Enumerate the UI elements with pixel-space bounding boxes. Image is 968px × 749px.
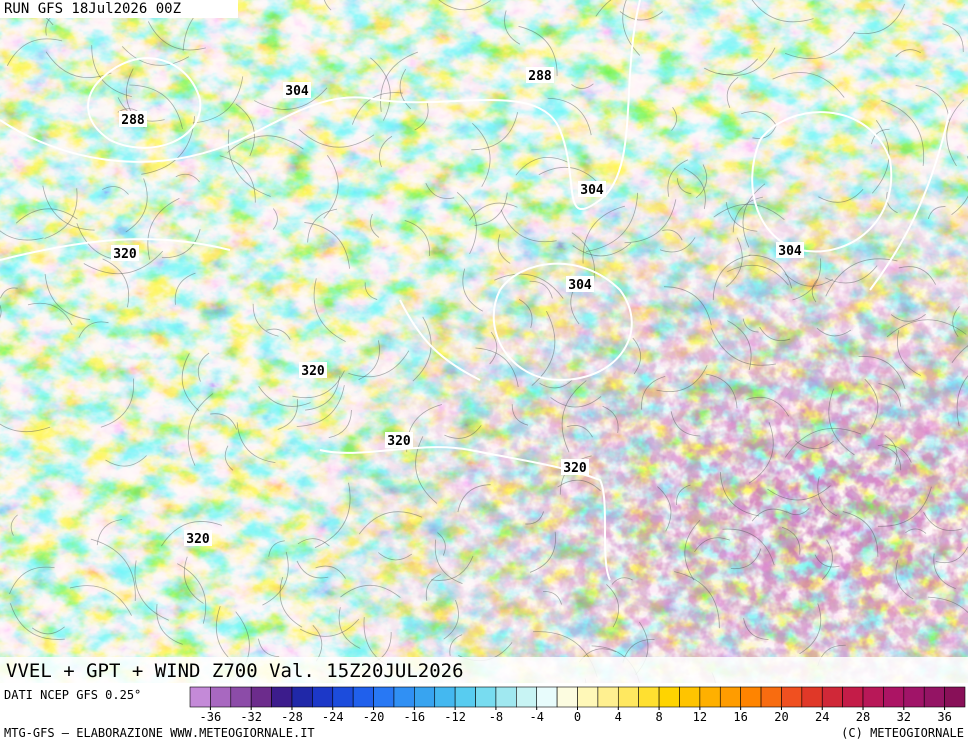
colorbar-swatch [414, 686, 436, 708]
colorbar-swatch [536, 686, 558, 708]
colorbar-swatch [944, 686, 966, 708]
height-contours [0, 0, 950, 580]
footer-left: MTG-GFS — ELABORAZIONE WWW.METEOGIORNALE… [4, 726, 315, 740]
map: 288 304 288 304 304 304 320 320 320 320 320 [0, 0, 968, 683]
colorbar-swatch [597, 686, 619, 708]
colorbar-swatch [883, 686, 905, 708]
contour-label-box [119, 111, 147, 127]
colorbar-swatch [332, 686, 354, 708]
colorbar-tick-label: -16 [403, 710, 425, 724]
colorbar-swatch [312, 686, 334, 708]
colorbar-swatch [719, 686, 741, 708]
colorbar-swatch [842, 686, 864, 708]
colorbar-swatch [679, 686, 701, 708]
colorbar-swatch [250, 686, 272, 708]
contour-label-box [561, 459, 589, 475]
colorbar-swatch [638, 686, 660, 708]
contour-label-box [566, 276, 594, 292]
colorbar-tick-label: 32 [897, 710, 911, 724]
run-box [0, 0, 238, 18]
colorbar-tick-label: 36 [937, 710, 951, 724]
colorbar-swatch [495, 686, 517, 708]
colorbar-tick-label: -8 [489, 710, 503, 724]
colorbar-tick-label: 28 [856, 710, 870, 724]
colorbar-swatch [760, 686, 782, 708]
contour-label: 304 [580, 183, 604, 198]
colorbar-tick-label: -12 [444, 710, 466, 724]
source: DATI NCEP GFS 0.25° [4, 688, 141, 702]
contour-label-box [578, 181, 606, 197]
contour-label: 304 [285, 84, 309, 99]
contour-label: 320 [387, 434, 411, 449]
colorbar-swatch [373, 686, 395, 708]
colorbar-tick-label: 4 [615, 710, 622, 724]
colorbar-tick-label: 20 [774, 710, 788, 724]
vvel-field-strong [0, 0, 968, 683]
colorbar-swatch [556, 686, 578, 708]
colorbar-tick-label: -36 [200, 710, 222, 724]
colorbar-swatch [230, 686, 252, 708]
colorbar-swatch [699, 686, 721, 708]
contour-label-box [283, 82, 311, 98]
colorbar-swatch [577, 686, 599, 708]
contour-label-box [299, 362, 327, 378]
contour-label-box [776, 242, 804, 258]
contour-label: 304 [778, 244, 802, 259]
contour-label: 288 [121, 113, 145, 128]
colorbar-tick-label: -24 [322, 710, 344, 724]
colorbar-tick-label: -32 [240, 710, 262, 724]
contour-label: 320 [563, 461, 587, 476]
map-title: VVEL + GPT + WIND Z700 Val. 15Z20JUL2026 [6, 660, 464, 682]
colorbar-tick-label: -20 [363, 710, 385, 724]
colorbar-swatch [781, 686, 803, 708]
colorbar-tick-label: 24 [815, 710, 829, 724]
colorbar-tick-label: 16 [733, 710, 747, 724]
contour-label: 320 [113, 247, 137, 262]
run-label: RUN GFS 18Jul2026 00Z [4, 1, 181, 17]
contour-label: 288 [528, 69, 552, 84]
title-box [0, 657, 968, 683]
contour-label: 320 [301, 364, 325, 379]
colorbar-swatch [271, 686, 293, 708]
colorbar-swatch [210, 686, 232, 708]
colorbar-swatch [516, 686, 538, 708]
contour-label-box [184, 530, 212, 546]
colorbar-swatch [454, 686, 476, 708]
colorbar-swatch [821, 686, 843, 708]
colorbar-tick-label: 12 [693, 710, 707, 724]
contour-label-box [385, 432, 413, 448]
colorbar-tick-label: 8 [655, 710, 662, 724]
colorbar-tick-label: -28 [281, 710, 303, 724]
colorbar-swatch [903, 686, 925, 708]
colorbar-swatch [617, 686, 639, 708]
colorbar-tick-label: 0 [574, 710, 581, 724]
contour-label: 304 [568, 278, 592, 293]
colorbar-swatch [862, 686, 884, 708]
colorbar-swatch [740, 686, 762, 708]
colorbar-swatch [923, 686, 945, 708]
colorbar-tick-label: -4 [529, 710, 543, 724]
contour-labels: 288 304 288 304 304 304 320 320 320 320 320 [111, 67, 804, 547]
colorbar-swatch [291, 686, 313, 708]
colorbar: -36 -32 -28 -24 -20 -16 -12 -8 -4 0 4 8 12 16 20 24 28 32… [189, 686, 966, 724]
contour-label: 320 [186, 532, 210, 547]
colorbar-swatch [434, 686, 456, 708]
contour-label-box [111, 245, 139, 261]
colorbar-swatch [352, 686, 374, 708]
colorbar-swatch [475, 686, 497, 708]
colorbar-swatch [801, 686, 823, 708]
colorbar-swatch [658, 686, 680, 708]
colorbar-swatch [189, 686, 211, 708]
contour-label-box [526, 67, 554, 83]
colorbar-swatch [393, 686, 415, 708]
footer-right: (C) METEOGIORNALE [841, 726, 964, 740]
